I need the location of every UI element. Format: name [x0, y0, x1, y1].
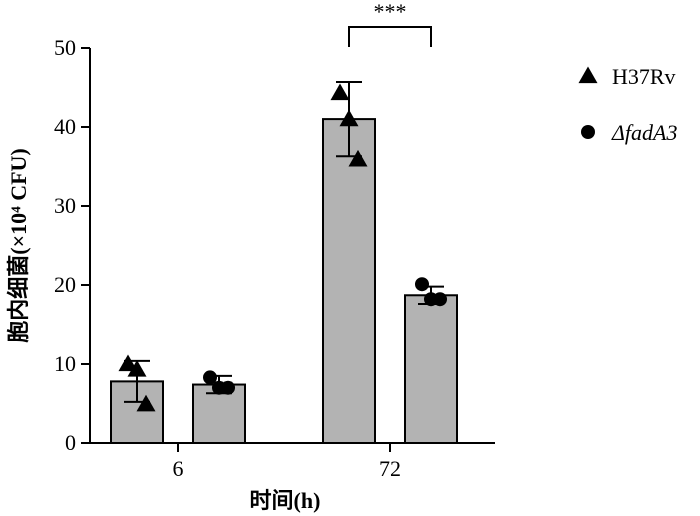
y-tick-label: 40 [54, 114, 76, 139]
y-tick-label: 0 [65, 430, 76, 455]
triangle-icon [578, 66, 598, 84]
data-point [221, 380, 235, 395]
legend-label: ΔfadA3 [611, 120, 677, 145]
data-point [127, 360, 147, 377]
bar-group [322, 80, 376, 444]
data-point [433, 292, 447, 307]
data-point [118, 354, 138, 372]
y-tick-label: 50 [54, 35, 76, 60]
data-point [330, 83, 350, 101]
legend-item: H37Rv [578, 64, 676, 89]
y-tick-label: 30 [54, 193, 76, 218]
x-axis-title: 时间(h) [250, 488, 321, 513]
x-tick-label: 6 [173, 456, 184, 481]
data-point [348, 149, 368, 167]
bar-group [110, 354, 164, 445]
data-point [339, 109, 359, 127]
y-tick-label: 10 [54, 351, 76, 376]
y-tick-label: 20 [54, 272, 76, 297]
circle-icon [581, 125, 595, 139]
data-point [415, 277, 429, 292]
significance-label: *** [374, 0, 407, 24]
legend-label: H37Rv [612, 64, 676, 89]
data-point [203, 370, 217, 385]
data-point [136, 394, 156, 412]
bar-group [404, 277, 458, 444]
bar [404, 294, 458, 444]
legend-item: ΔfadA3 [581, 120, 677, 145]
significance-bracket [348, 26, 432, 47]
x-tick-label: 72 [379, 456, 401, 481]
y-axis-title: 胞内细菌(×10⁴ CFU) [6, 148, 31, 343]
bar-group [192, 370, 246, 445]
bar [322, 118, 376, 444]
